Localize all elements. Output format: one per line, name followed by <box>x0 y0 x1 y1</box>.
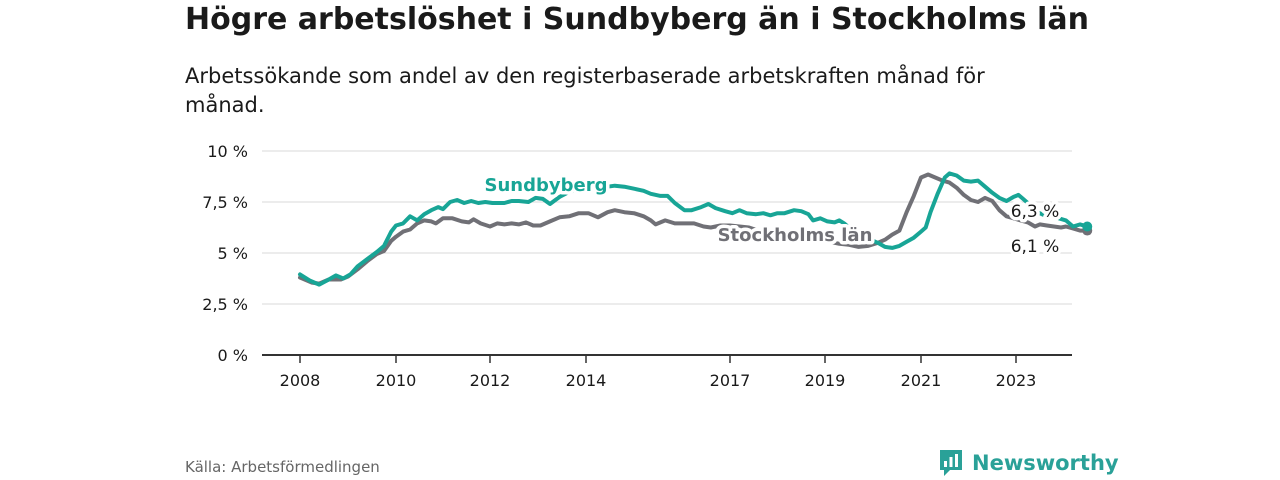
series-label-stockholm-halo: Stockholms län <box>718 225 873 246</box>
x-tick-label: 2017 <box>710 371 751 390</box>
x-axis-labels: 2008 2010 2012 2014 2017 2019 2021 2023 <box>280 355 1037 390</box>
x-tick-label: 2008 <box>280 371 321 390</box>
y-tick-label: 2,5 % <box>202 295 248 314</box>
brand-logo[interactable]: Newsworthy <box>938 448 1119 478</box>
y-tick-label: 10 % <box>207 142 248 161</box>
gridlines <box>262 150 1072 356</box>
end-label-sundbyberg-halo: 6,3 % <box>1011 202 1060 222</box>
x-tick-label: 2010 <box>376 371 417 390</box>
y-tick-label: 7,5 % <box>202 193 248 212</box>
end-label-stockholm: 6,1 % <box>1011 237 1060 257</box>
line-chart: 0 % 2,5 % 5 % 7,5 % 10 % 2008 2010 2012 2014 201… <box>202 142 1093 390</box>
chart-title: Högre arbetslöshet i Sundbyberg än i Sto… <box>185 2 1089 37</box>
series-line-stockholm <box>298 172 1090 286</box>
series-label-sundbyberg: Sundbyberg <box>485 175 608 196</box>
end-label-sundbyberg: 6,3 % <box>1011 202 1060 222</box>
y-axis-labels: 0 % 2,5 % 5 % 7,5 % 10 % <box>202 142 248 365</box>
series-line-sundbyberg <box>298 171 1090 287</box>
end-label-stockholm-group: 6,1 %6,1 % <box>1007 234 1063 261</box>
end-label-sundbyberg-group: 6,3 %6,3 % <box>1007 199 1063 226</box>
series-lines <box>298 171 1093 287</box>
series-label-sundbyberg-halo: Sundbyberg <box>485 175 608 196</box>
chart-subtitle: Arbetssökande som andel av den registerb… <box>185 64 985 117</box>
x-tick-label: 2019 <box>805 371 846 390</box>
end-point-sundbyberg <box>1082 221 1093 232</box>
source-note: Källa: Arbetsförmedlingen <box>185 458 380 476</box>
end-label-stockholm-halo: 6,1 % <box>1011 237 1060 257</box>
brand-name: Newsworthy <box>972 451 1119 475</box>
y-tick-label: 0 % <box>218 346 248 365</box>
x-tick-label: 2012 <box>470 371 511 390</box>
series-label-stockholm: Stockholms län <box>718 225 873 246</box>
y-tick-label: 5 % <box>218 244 248 263</box>
newsworthy-logo-icon <box>940 450 962 476</box>
x-tick-label: 2021 <box>901 371 942 390</box>
x-tick-label: 2023 <box>996 371 1037 390</box>
x-tick-label: 2014 <box>566 371 607 390</box>
